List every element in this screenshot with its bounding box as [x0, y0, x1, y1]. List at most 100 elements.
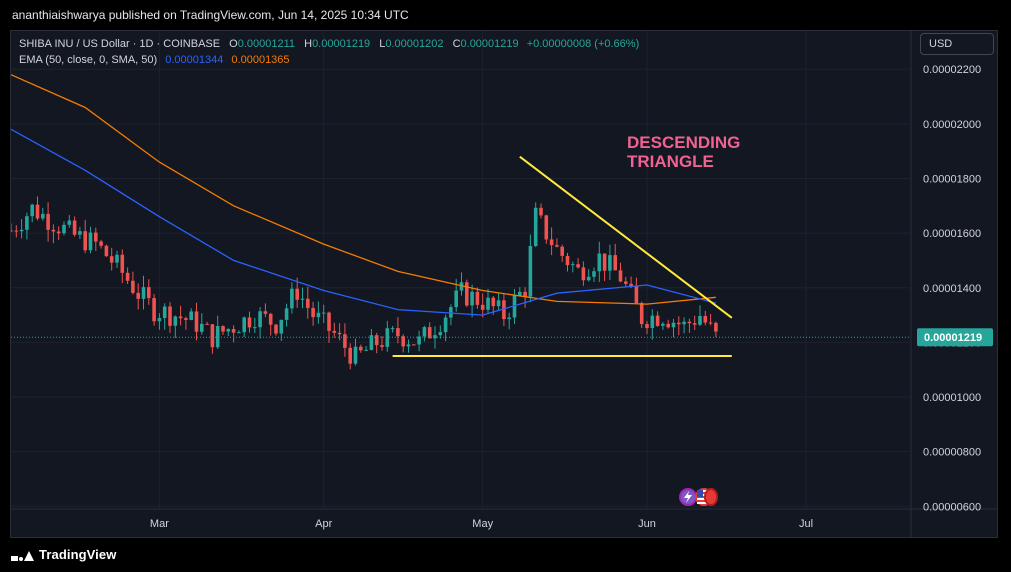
candle-body	[41, 213, 45, 219]
candle-body	[549, 239, 554, 246]
candle-body	[369, 335, 374, 350]
time-tick-label: Mar	[150, 518, 169, 530]
candle-body	[555, 245, 559, 247]
candle-body	[210, 324, 215, 348]
last-price-label: 0.00001219	[924, 332, 982, 344]
candle-body	[62, 224, 66, 234]
candle-body	[247, 317, 252, 328]
candle-body	[30, 204, 34, 217]
tradingview-wordmark: TradingView	[39, 547, 117, 562]
candle-body	[316, 312, 321, 318]
candle-body	[25, 216, 29, 230]
candle-body	[321, 312, 326, 314]
candle-body	[459, 282, 464, 291]
candle-body	[544, 215, 549, 240]
candle-body	[152, 298, 156, 322]
price-tick-label: 0.00000600	[923, 501, 981, 513]
event-dot-icon[interactable]	[704, 488, 718, 506]
candle-body	[470, 291, 474, 306]
candle-body	[454, 290, 458, 308]
candle-body	[412, 344, 416, 346]
candle-body	[311, 307, 315, 318]
footer: TradingView	[0, 538, 1011, 572]
candle-body	[215, 326, 220, 348]
price-tick-label: 0.00000800	[923, 447, 981, 459]
legend-ohlc-row: SHIBA INU / US Dollar · 1D · COINBASE O0…	[19, 36, 639, 52]
candle-body	[115, 254, 119, 263]
ema-smoothed-line	[11, 74, 716, 305]
time-tick-label: Jun	[638, 518, 656, 530]
candle-body	[571, 264, 575, 266]
candle-body	[72, 220, 77, 235]
candle-body	[703, 316, 708, 323]
candle-body	[634, 286, 639, 304]
candle-body	[443, 317, 448, 333]
candle-body	[390, 328, 395, 330]
candle-body	[385, 328, 390, 347]
publisher-line: ananthiaishwarya published on TradingVie…	[12, 8, 409, 22]
candle-body	[374, 335, 379, 346]
candle-body	[708, 322, 713, 324]
candle-body	[608, 255, 612, 271]
legend-open-value: 0.00001211	[237, 38, 296, 50]
candle-body	[11, 230, 13, 232]
chart-legend: SHIBA INU / US Dollar · 1D · COINBASE O0…	[19, 36, 639, 68]
candle-body	[125, 272, 130, 281]
legend-close-label: C	[452, 38, 461, 50]
candle-body	[502, 300, 506, 320]
candle-body	[51, 229, 56, 232]
legend-ema-value-slow: 0.00001365	[231, 54, 290, 66]
candle-body	[120, 254, 125, 273]
legend-change: +0.00000008 (+0.66%)	[526, 38, 640, 50]
candle-body	[661, 323, 665, 326]
candle-body	[396, 328, 400, 337]
candle-body	[88, 232, 93, 251]
candle-body	[173, 316, 178, 326]
candle-body	[162, 306, 167, 318]
candle-body	[671, 322, 676, 328]
tradingview-mark-icon	[11, 549, 34, 561]
candle-body	[618, 270, 623, 282]
candle-body	[650, 315, 655, 329]
pattern-annotation: DESCENDING TRIANGLE	[627, 133, 741, 171]
candle-body	[565, 255, 570, 266]
candle-body	[94, 232, 98, 242]
legend-high-label: H	[304, 38, 313, 50]
price-tick-label: 0.00001800	[923, 173, 981, 185]
candle-body	[268, 313, 273, 325]
price-tick-label: 0.00002000	[923, 119, 981, 131]
price-tick-label: 0.00001000	[923, 392, 981, 404]
candle-body	[109, 256, 114, 263]
candle-body	[327, 312, 331, 331]
candle-body	[131, 280, 135, 293]
legend-ema-label[interactable]: EMA (50, close, 0, SMA, 50)	[19, 54, 158, 66]
price-chart[interactable]: 0.00002200 0.00002000 0.00001800 0.00001600…	[11, 31, 998, 538]
time-tick-label: May	[472, 518, 493, 530]
candle-body	[306, 298, 310, 308]
descending-resistance-trendline	[519, 155, 733, 319]
candle-body	[639, 303, 644, 325]
candle-body	[507, 317, 511, 320]
candle-body	[496, 300, 501, 307]
candle-body	[104, 245, 109, 257]
candle-body	[613, 255, 617, 271]
price-tick-label: 0.00001400	[923, 283, 981, 295]
candle-body	[518, 291, 522, 296]
legend-close-value: 0.00001219	[460, 38, 519, 50]
tradingview-logo[interactable]: TradingView	[11, 547, 116, 562]
candle-body	[581, 267, 586, 281]
currency-button[interactable]: USD	[920, 33, 994, 55]
candle-body	[698, 316, 702, 325]
legend-open-label: O	[229, 38, 238, 50]
candle-body	[253, 327, 257, 329]
candle-body	[19, 229, 24, 232]
candle-body	[168, 306, 172, 326]
chart-frame[interactable]: 0.00002200 0.00002000 0.00001800 0.00001600…	[10, 30, 998, 538]
legend-symbol[interactable]: SHIBA INU / US Dollar · 1D · COINBASE	[19, 38, 221, 50]
candle-body	[200, 323, 204, 332]
candle-body	[486, 297, 490, 310]
candle-body	[645, 324, 649, 329]
candle-body	[475, 291, 480, 305]
candle-body	[465, 282, 469, 306]
candle-body	[184, 318, 188, 320]
